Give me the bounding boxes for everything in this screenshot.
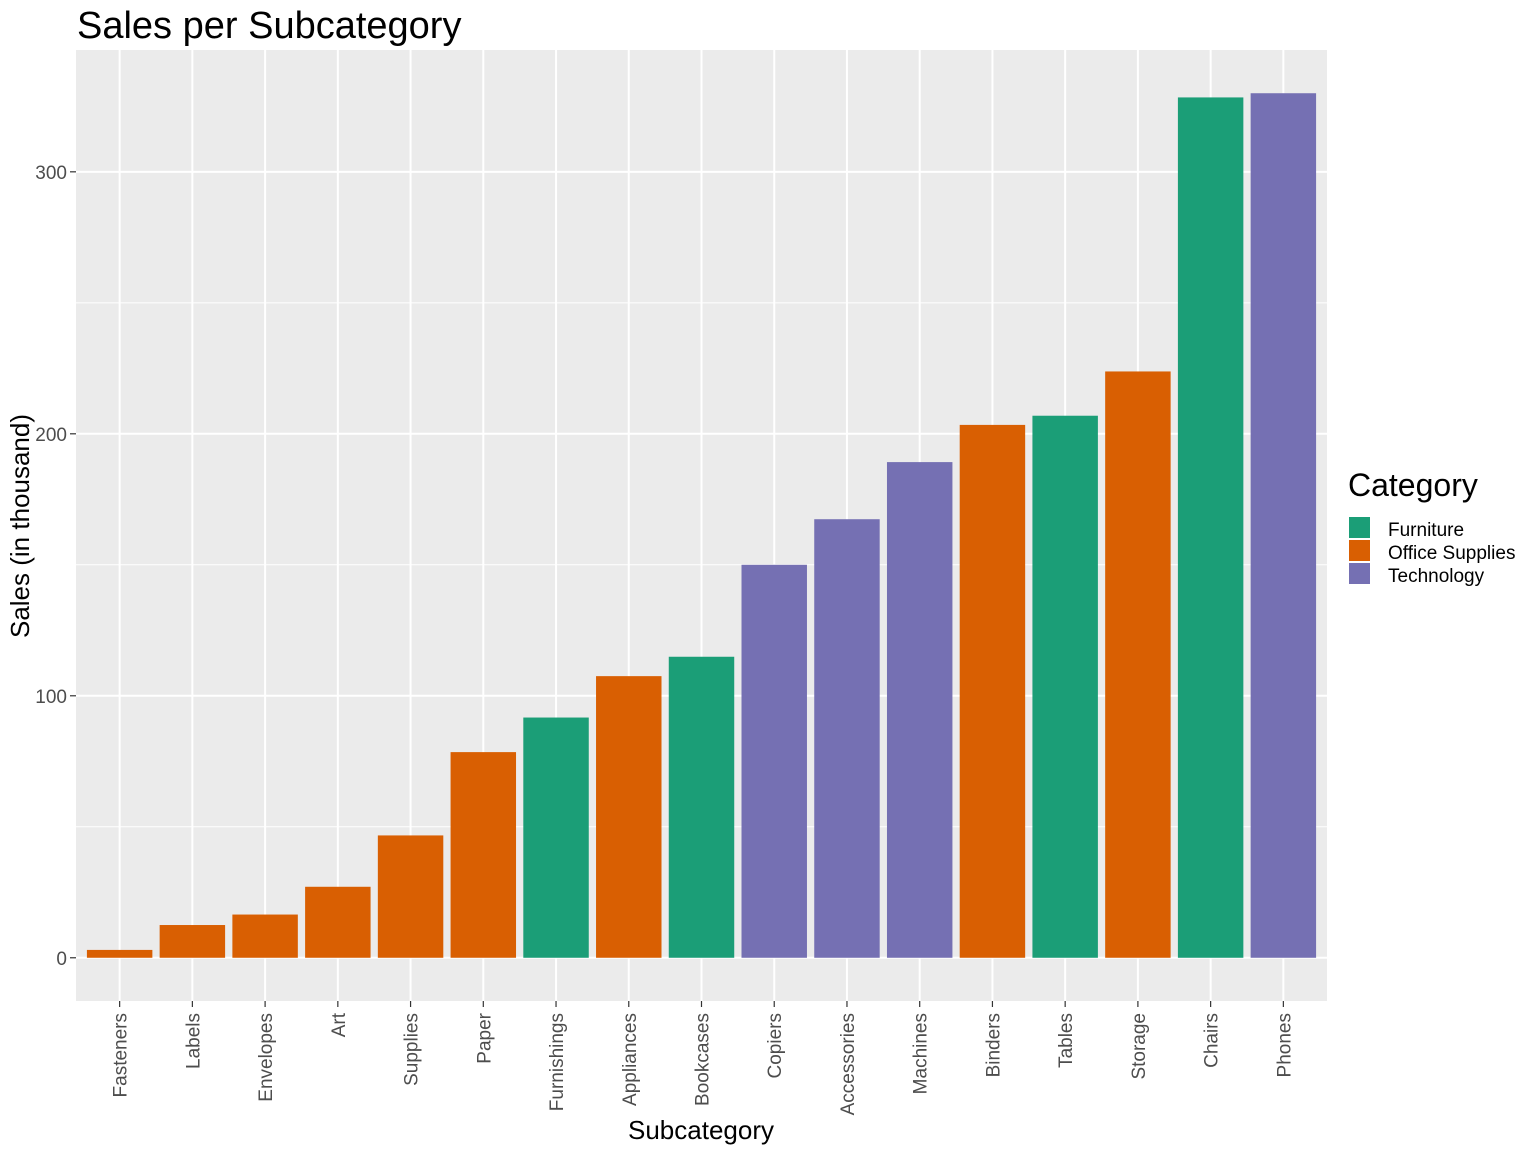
y-tick-label: 0 — [56, 949, 67, 970]
bar-accessories — [814, 519, 880, 958]
legend-title: Category — [1348, 467, 1478, 503]
x-tick-label: Envelopes — [256, 1013, 277, 1102]
bar-binders — [959, 424, 1026, 958]
x-tick-label: Art — [329, 1012, 350, 1037]
bar-copiers — [741, 564, 807, 958]
x-tick-label: Copiers — [765, 1013, 786, 1078]
x-tick-label: Accessories — [838, 1013, 859, 1115]
bar-fasteners — [86, 949, 153, 958]
y-tick-label: 200 — [35, 425, 67, 446]
bar-supplies — [377, 835, 444, 958]
bar-bookcases — [668, 656, 735, 958]
x-tick-label: Labels — [183, 1013, 204, 1069]
x-tick-label: Machines — [911, 1013, 932, 1094]
x-tick-label: Storage — [1129, 1013, 1150, 1080]
bar-envelopes — [232, 914, 298, 958]
bar-machines — [886, 462, 953, 958]
x-tick-label: Supplies — [402, 1013, 423, 1086]
x-tick-label: Chairs — [1202, 1013, 1223, 1068]
chart-title: Sales per Subcategory — [77, 5, 461, 47]
bars — [86, 93, 1317, 958]
x-axis: Fasteners Labels Envelopes Art Supplies Paper… — [111, 1001, 1295, 1115]
y-tick-label: 100 — [35, 687, 67, 708]
y-axis: 0 100 200 300 — [35, 163, 76, 970]
bar-art — [305, 886, 371, 958]
legend-label: Furniture — [1388, 520, 1464, 541]
legend-key — [1349, 517, 1370, 538]
bar-furnishings — [523, 717, 589, 958]
bar-labels — [159, 925, 226, 958]
x-tick-label: Paper — [474, 1012, 495, 1063]
legend-label: Office Supplies — [1388, 543, 1515, 564]
legend-key — [1349, 563, 1370, 584]
bar-paper — [450, 752, 517, 958]
x-tick-label: Fasteners — [111, 1013, 132, 1097]
bar-tables — [1032, 415, 1098, 958]
x-tick-label: Phones — [1274, 1013, 1295, 1077]
x-tick-label: Binders — [983, 1013, 1004, 1077]
x-axis-title: Subcategory — [628, 1115, 774, 1145]
legend-key — [1349, 540, 1370, 561]
legend-label: Technology — [1388, 566, 1485, 587]
x-tick-label: Tables — [1056, 1013, 1077, 1068]
bar-chairs — [1177, 97, 1244, 958]
bar-phones — [1250, 93, 1317, 958]
y-axis-title: Sales (in thousand) — [5, 414, 35, 638]
bar-appliances — [596, 676, 662, 958]
x-tick-label: Appliances — [620, 1013, 641, 1106]
y-tick-label: 300 — [35, 163, 67, 184]
x-tick-label: Furnishings — [547, 1013, 568, 1111]
x-tick-label: Bookcases — [693, 1013, 714, 1106]
bar-storage — [1105, 371, 1171, 958]
